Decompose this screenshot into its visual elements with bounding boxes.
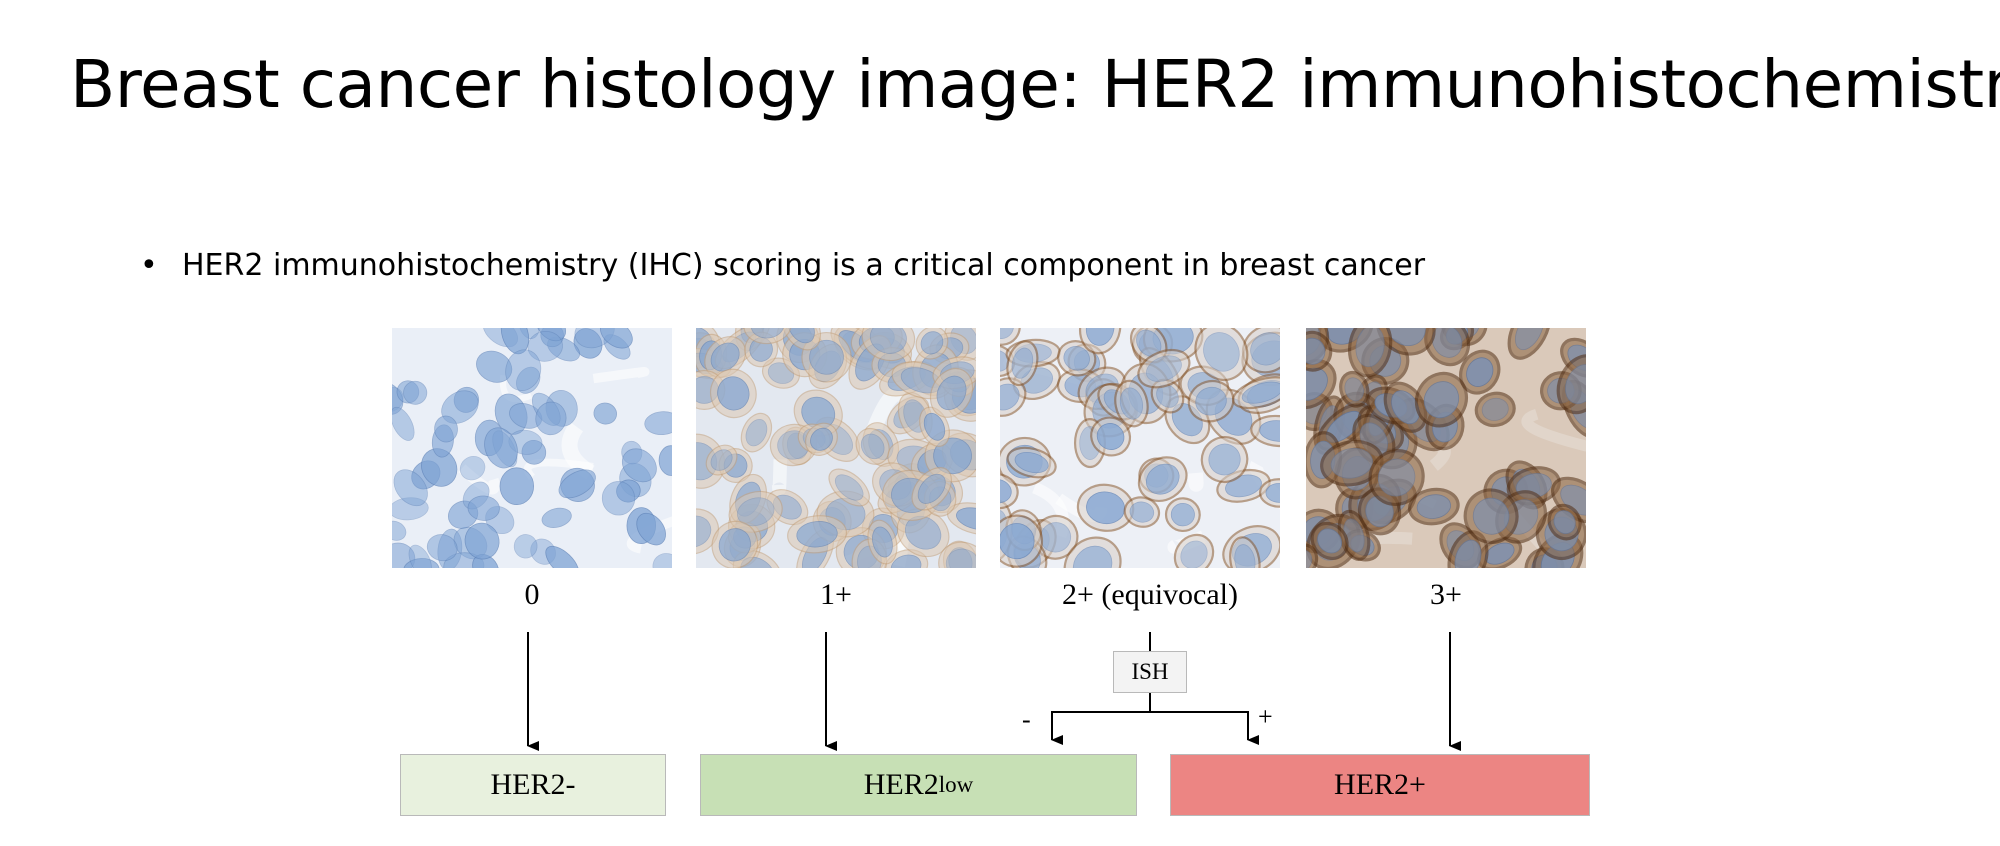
histology-panel-score-1plus (696, 328, 976, 568)
histology-panel-score-2plus (1000, 328, 1280, 568)
ish-negative-sign: - (1022, 705, 1031, 734)
histology-image-score-2plus (1000, 328, 1280, 568)
score-label-1plus: 1+ (820, 578, 852, 611)
histology-panel-score-3plus (1306, 328, 1586, 568)
bullet-item: • HER2 immunohistochemistry (IHC) scoring… (140, 248, 1425, 283)
category-her2-negative-label: HER2- (490, 768, 576, 801)
score-label-2plus: 2+ (equivocal) (1061, 578, 1238, 611)
histology-image-score-1plus (696, 328, 976, 568)
category-her2-low-label: HER2 (863, 768, 939, 801)
bullet-text: HER2 immunohistochemistry (IHC) scoring … (182, 248, 1426, 283)
score-label-0: 0 (524, 578, 540, 611)
histology-image-score-3plus (1306, 328, 1586, 568)
histology-image-score-0 (392, 328, 672, 568)
bullet-dot-icon: • (140, 248, 158, 283)
category-her2-positive: HER2+ (1170, 754, 1590, 816)
ish-test-box: ISH (1113, 651, 1187, 693)
slide-title: Breast cancer histology image: HER2 immu… (70, 46, 2000, 123)
category-her2-low: HER2 low (700, 754, 1137, 816)
category-her2-negative: HER2- (400, 754, 666, 816)
category-her2-low-suffix: low (938, 772, 974, 797)
ish-positive-sign: + (1258, 702, 1273, 731)
score-label-3plus: 3+ (1430, 578, 1462, 611)
histology-panel-score-0 (392, 328, 672, 568)
category-her2-positive-label: HER2+ (1334, 768, 1426, 801)
